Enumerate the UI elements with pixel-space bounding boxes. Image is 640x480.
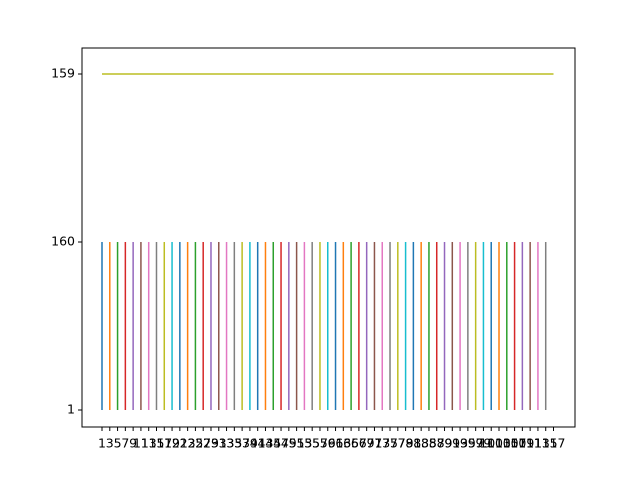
x-tick-label: 89 (437, 436, 453, 451)
x-tick-label: 7 (121, 436, 129, 451)
x-tick-label: 23 (180, 436, 196, 451)
x-tick-label: 97 (468, 436, 484, 451)
x-tick-label: 87 (429, 436, 445, 451)
x-tick-label: 57 (312, 436, 328, 451)
x-tick-label: 39 (242, 436, 258, 451)
x-tick-label: 81 (405, 436, 421, 451)
x-tick-label: 73 (374, 436, 390, 451)
x-tick-label: 75 (382, 436, 398, 451)
x-tick-label: 67 (351, 436, 367, 451)
x-tick-label: 107 (503, 436, 527, 451)
y-tick-label: 160 (51, 234, 75, 249)
x-tick-label: 95 (460, 436, 476, 451)
x-tick-label: 31 (211, 436, 227, 451)
x-tick-label: 93 (452, 436, 468, 451)
x-tick-label: 37 (234, 436, 250, 451)
x-tick-label: 43 (258, 436, 274, 451)
x-tick-label: 27 (195, 436, 211, 451)
x-tick-label: 111 (518, 436, 542, 451)
x-tick-label: 79 (398, 436, 414, 451)
x-tick-label: 65 (343, 436, 359, 451)
x-tick-label: 49 (281, 436, 297, 451)
x-tick-label: 1 (98, 436, 106, 451)
x-tick-label: 35 (226, 436, 242, 451)
x-tick-label: 63 (335, 436, 351, 451)
x-tick-label: 115 (534, 436, 558, 451)
x-tick-label: 91 (444, 436, 460, 451)
x-tick-label: 5 (114, 436, 122, 451)
x-tick-label: 77 (390, 436, 406, 451)
x-tick-label: 3 (106, 436, 114, 451)
x-tick-label: 61 (328, 436, 344, 451)
x-tick-label: 55 (304, 436, 320, 451)
x-tick-label: 83 (413, 436, 429, 451)
x-tick-label: 33 (219, 436, 235, 451)
x-tick-label: 51 (289, 436, 305, 451)
x-tick-label: 113 (526, 436, 550, 451)
x-tick-label: 99 (475, 436, 491, 451)
x-tick-label: 29 (203, 436, 219, 451)
x-tick-label: 103 (487, 436, 511, 451)
x-tick-label: 101 (479, 436, 503, 451)
x-tick-label: 109 (510, 436, 534, 451)
x-tick-label: 19 (164, 436, 180, 451)
x-tick-label: 105 (495, 436, 519, 451)
x-tick-label: 11 (133, 436, 149, 451)
plot-frame (81, 47, 576, 428)
x-tick-label: 53 (296, 436, 312, 451)
x-tick-label: 9 (129, 436, 137, 451)
x-tick-label: 17 (156, 436, 172, 451)
x-tick-label: 45 (265, 436, 281, 451)
x-tick-label: 15 (149, 436, 165, 451)
x-tick-label: 13 (141, 436, 157, 451)
x-tick-label: 71 (367, 436, 383, 451)
y-tick-label: 159 (51, 66, 75, 81)
x-tick-label: 69 (359, 436, 375, 451)
x-tick-label: 85 (421, 436, 437, 451)
x-tick-label: 21 (172, 436, 188, 451)
y-tick-label: 1 (67, 402, 75, 417)
x-tick-label: 59 (320, 436, 336, 451)
x-tick-label: 47 (273, 436, 289, 451)
x-tick-label: 41 (250, 436, 266, 451)
x-tick-label: 117 (542, 436, 566, 451)
x-tick-label: 25 (187, 436, 203, 451)
